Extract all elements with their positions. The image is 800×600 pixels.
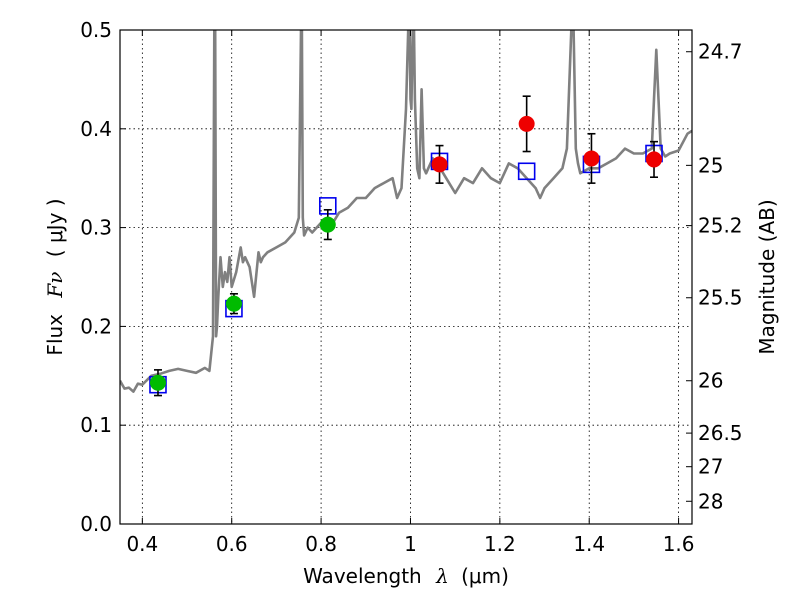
- magnitude-tick-label: 24.7: [698, 40, 743, 64]
- x-tick-label: 1.4: [573, 532, 605, 556]
- y-axis-title-text: Flux: [43, 314, 67, 356]
- markers-layer: [149, 95, 663, 397]
- data-point: [319, 216, 336, 233]
- x-axis-unit: (μm): [461, 564, 509, 588]
- y-tick-label: 0.1: [80, 413, 112, 437]
- y-tick-label: 0.5: [80, 18, 112, 42]
- x-tick-label: 0.8: [305, 532, 337, 556]
- y-axis-symbol: Fν: [43, 272, 67, 299]
- model-photometry-square: [517, 162, 536, 181]
- y-tick-label: 0.0: [80, 512, 112, 536]
- x-axis-title-text: Wavelength: [303, 564, 422, 588]
- data-point: [149, 374, 166, 391]
- data-point: [431, 156, 448, 173]
- x-axis-symbol: λ: [435, 564, 449, 588]
- y-tick-label: 0.2: [80, 314, 112, 338]
- magnitude-tick-label: 28: [698, 489, 723, 513]
- data-point: [225, 295, 242, 312]
- magnitude-tick-label: 27: [698, 455, 723, 479]
- data-point: [646, 151, 663, 168]
- data-point: [518, 115, 535, 132]
- magnitude-tick-label: 25: [698, 153, 723, 177]
- x-tick-label: 1: [404, 532, 417, 556]
- x-tick-label: 0.4: [126, 532, 158, 556]
- y-tick-label: 0.3: [80, 216, 112, 240]
- ticks: 0.4 0.6 0.8 1 1.2 1.4 1.6 0.0 0.1 0.2 0.3 0.4 0.5 24.…: [80, 18, 742, 556]
- magnitude-axis-title: Magnitude (AB): [755, 199, 779, 354]
- magnitude-tick-label: 25.2: [698, 214, 743, 238]
- x-axis-title: Wavelength λ (μm): [303, 564, 509, 588]
- x-tick-label: 1.2: [484, 532, 516, 556]
- magnitude-tick-label: 26: [698, 369, 723, 393]
- y-tick-label: 0.4: [80, 117, 112, 141]
- y-axis-unit: ( μJy ): [43, 198, 67, 257]
- data-point: [583, 150, 600, 167]
- y-axis-title: Flux Fν ( μJy ): [43, 198, 67, 355]
- plot-frame: [119, 29, 693, 525]
- spectrum-line: [120, 30, 692, 393]
- magnitude-tick-label: 26.5: [698, 421, 743, 445]
- x-tick-label: 0.6: [216, 532, 248, 556]
- spectrum-layer: [120, 30, 692, 393]
- x-tick-label: 1.6: [663, 532, 695, 556]
- magnitude-tick-label: 25.5: [698, 286, 743, 310]
